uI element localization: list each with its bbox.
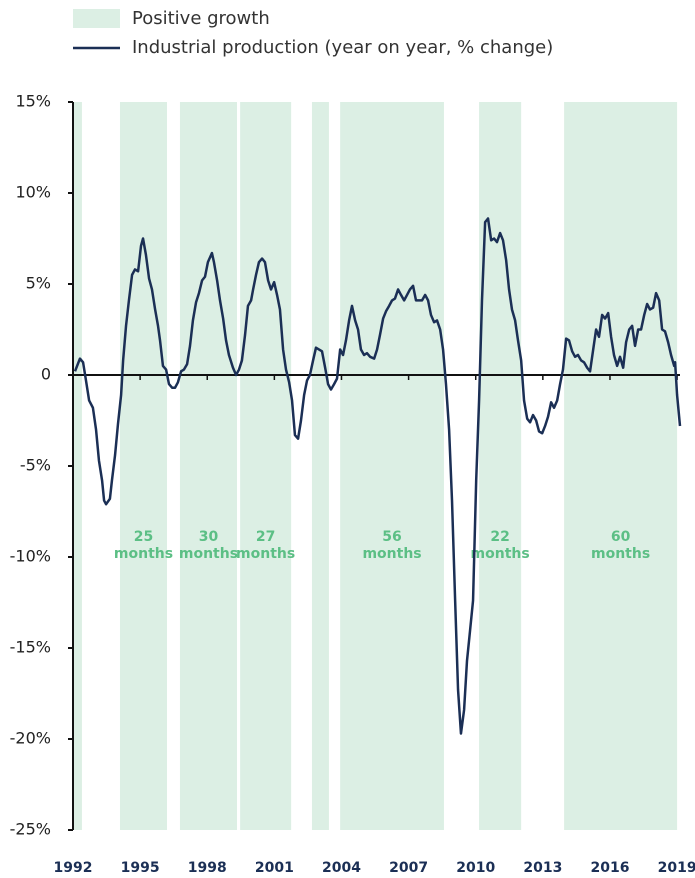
y-tick-label: -20% (10, 729, 51, 748)
line-series (73, 217, 682, 735)
band-annotation: 22 (490, 529, 509, 545)
legend-swatch (73, 9, 120, 28)
band-annotation: months (362, 546, 421, 562)
y-tick-label: -15% (10, 638, 51, 657)
y-tick-label: -5% (20, 456, 51, 475)
growth-band (340, 102, 444, 830)
y-tick-label: 0 (41, 365, 51, 384)
x-tick-label: 2016 (590, 860, 629, 876)
y-tick-label: 5% (26, 274, 51, 293)
band-annotation: months (471, 546, 530, 562)
band-annotation: 25 (134, 529, 153, 545)
band-annotation: 27 (256, 529, 275, 545)
band-annotation: 56 (382, 529, 401, 545)
x-tick-label: 2004 (322, 860, 361, 876)
x-tick-label: 1992 (54, 860, 93, 876)
y-tick-label: -10% (10, 547, 51, 566)
y-tick-label: 15% (15, 92, 51, 111)
band-annotation: months (591, 546, 650, 562)
legend-label: Industrial production (year on year, % c… (132, 37, 553, 58)
band-annotation: months (114, 546, 173, 562)
band-annotation: 30 (199, 529, 219, 545)
band-annotation: months (179, 546, 238, 562)
x-tick-label: 1998 (188, 860, 227, 876)
growth-band (564, 102, 678, 830)
x-tick-label: 2019 (658, 860, 695, 876)
y-tick-label: 10% (15, 183, 51, 202)
growth-band (479, 102, 522, 830)
x-tick-label: 2010 (456, 860, 495, 876)
x-tick-label: 1995 (121, 860, 160, 876)
growth-band (119, 102, 167, 830)
band-annotation: months (236, 546, 295, 562)
band-annotation: 60 (611, 529, 631, 545)
growth-band (73, 102, 82, 830)
y-tick-label: -25% (10, 820, 51, 839)
growth-band (311, 102, 329, 830)
growth-band (179, 102, 237, 830)
x-tick-label: 2007 (389, 860, 428, 876)
x-tick-label: 2001 (255, 860, 294, 876)
growth-band (240, 102, 292, 830)
x-tick-label: 2013 (523, 860, 562, 876)
legend-label: Positive growth (132, 8, 270, 29)
